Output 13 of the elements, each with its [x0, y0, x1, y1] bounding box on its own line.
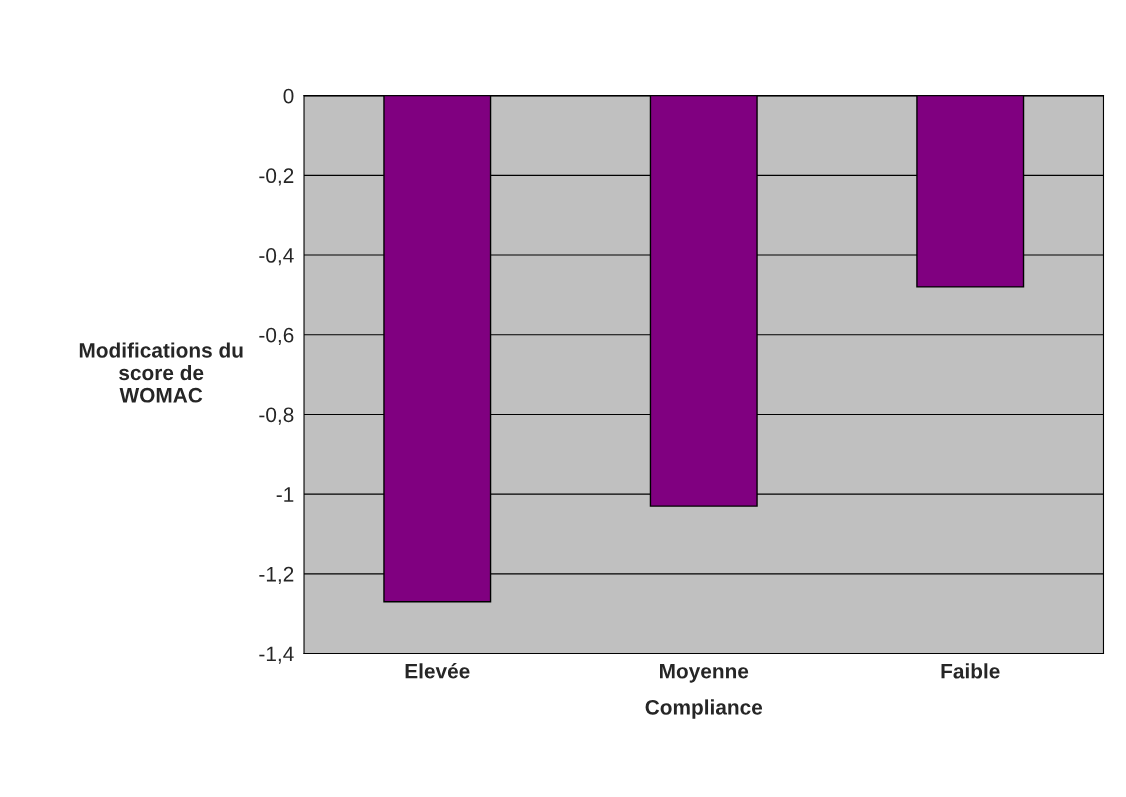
y-tick-label: -0,4 — [259, 248, 294, 266]
y-tick-label: -0,2 — [259, 168, 294, 186]
y-tick-label: 0 — [283, 88, 294, 104]
y-axis-title: Modifications du score de WOMAC — [79, 342, 243, 403]
y-tick-label: -1 — [276, 487, 294, 502]
x-axis-title: Compliance — [645, 699, 763, 719]
y-tick-label: -1,4 — [259, 646, 294, 664]
x-tick-label: Moyenne — [660, 664, 749, 683]
y-tick-label: -0,8 — [259, 407, 294, 425]
y-tick-label: -0,6 — [259, 327, 294, 345]
y-tick-label: -1,2 — [259, 566, 294, 585]
x-tick-label: Elevée — [405, 663, 470, 679]
x-tick-label: Faible — [941, 663, 1000, 679]
